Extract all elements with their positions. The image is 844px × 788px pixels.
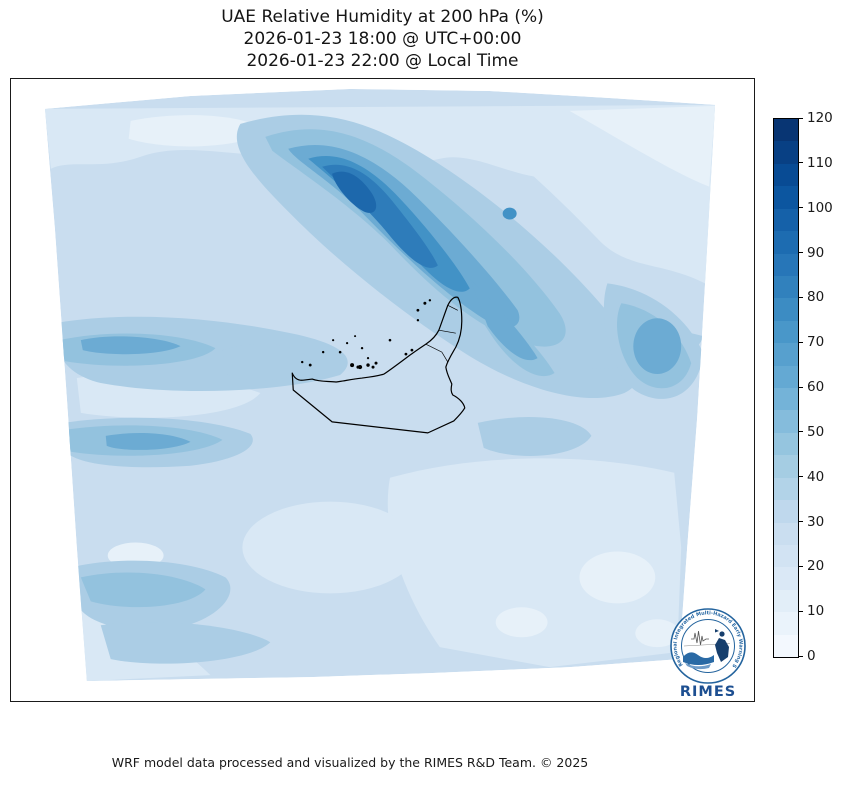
colorbar-segment bbox=[774, 365, 798, 389]
figure-subtitle-local: 2026-01-23 22:00 @ Local Time bbox=[246, 51, 519, 71]
colorbar-segment bbox=[774, 522, 798, 546]
tick-label: 80 bbox=[807, 289, 825, 306]
tick-mark bbox=[799, 386, 803, 388]
colorbar-segment bbox=[774, 612, 798, 635]
bird-icon bbox=[715, 629, 719, 633]
rimes-logo: Regional Integrated Multi-Hazard Early W… bbox=[667, 605, 746, 700]
colorbar-segment bbox=[774, 253, 798, 276]
tick-label: 0 bbox=[807, 648, 816, 664]
tick-mark bbox=[799, 476, 803, 478]
tick-mark bbox=[799, 431, 803, 433]
colorbar-segment bbox=[774, 567, 798, 590]
wave2-icon bbox=[685, 663, 711, 670]
humidity-contour-map bbox=[44, 88, 716, 682]
colorbar-ticks: 120 110 100 90 80 70 60 50 40 30 20 10 0 bbox=[799, 110, 844, 664]
tick-mark bbox=[799, 565, 803, 567]
tick-label: 70 bbox=[807, 334, 825, 351]
coastal-island-dots bbox=[301, 299, 432, 370]
tick-label: 40 bbox=[807, 468, 825, 485]
tick-mark bbox=[799, 610, 803, 612]
colorbar-segment bbox=[774, 163, 798, 187]
colorbar-segment bbox=[774, 208, 798, 232]
tick-mark bbox=[799, 341, 803, 343]
uae-internal-borders bbox=[425, 304, 458, 363]
tick-label: 50 bbox=[807, 423, 825, 440]
colorbar-segment bbox=[774, 320, 798, 344]
colorbar-segment bbox=[774, 500, 798, 523]
contour-palest-spots bbox=[107, 105, 716, 648]
tick-label: 60 bbox=[807, 379, 825, 395]
tick-mark bbox=[799, 252, 803, 253]
figure-silhouette-icon bbox=[715, 638, 729, 662]
colorbar-segment bbox=[774, 388, 798, 411]
colorbar-segment bbox=[774, 634, 798, 658]
figure-subtitle-utc: 2026-01-23 18:00 @ UTC+00:00 bbox=[243, 29, 522, 49]
colorbar-segment bbox=[774, 432, 798, 456]
colorbar-segment bbox=[774, 545, 798, 568]
tick-label: 100 bbox=[807, 199, 833, 216]
tick-label: 110 bbox=[807, 154, 833, 171]
seismogram-icon bbox=[691, 630, 709, 646]
tick-mark bbox=[799, 117, 803, 119]
tick-label: 90 bbox=[807, 244, 825, 261]
colorbar-segment bbox=[774, 186, 798, 209]
wave-icon bbox=[683, 652, 714, 665]
tick-mark bbox=[799, 162, 803, 164]
contour-fill-layers bbox=[44, 88, 716, 682]
tick-mark bbox=[799, 296, 803, 298]
colorbar-segment bbox=[774, 275, 798, 299]
colorbar-segment bbox=[774, 455, 798, 478]
tick-mark bbox=[799, 655, 803, 657]
colorbar-segment bbox=[774, 231, 798, 254]
tick-label: 30 bbox=[807, 513, 825, 530]
colorbar-segment bbox=[774, 477, 798, 501]
contour-maximum-spot bbox=[332, 171, 377, 213]
colorbar-segment bbox=[774, 298, 798, 321]
colorbar-segment bbox=[774, 410, 798, 433]
logo-emblem-art bbox=[683, 629, 731, 670]
figure-head bbox=[719, 631, 725, 637]
figure-title-block: UAE Relative Humidity at 200 hPa (%) 202… bbox=[10, 6, 755, 72]
tick-label: 20 bbox=[807, 558, 825, 575]
colorbar bbox=[773, 118, 799, 658]
colorbar-segment bbox=[774, 141, 798, 164]
figure-title: UAE Relative Humidity at 200 hPa (%) bbox=[221, 7, 544, 27]
logo-wordmark: RIMES bbox=[680, 684, 736, 700]
footer-credit: WRF model data processed and visualized … bbox=[111, 755, 589, 770]
colorbar-segment bbox=[774, 589, 798, 613]
colorbar-segment bbox=[774, 119, 798, 142]
colorbar-segment bbox=[774, 343, 798, 366]
uae-boundary-overlay bbox=[291, 296, 466, 434]
uae-outline bbox=[291, 296, 466, 434]
tick-mark bbox=[799, 207, 803, 209]
tick-label: 10 bbox=[807, 603, 825, 620]
tick-mark bbox=[799, 521, 803, 522]
map-axes-frame: Regional Integrated Multi-Hazard Early W… bbox=[10, 78, 755, 702]
tick-label: 120 bbox=[807, 110, 833, 126]
